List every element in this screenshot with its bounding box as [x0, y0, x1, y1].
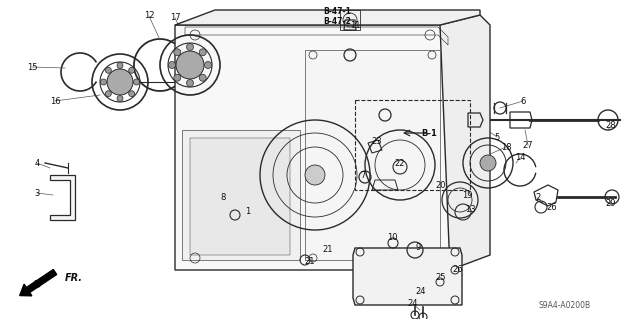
Circle shape	[199, 49, 206, 56]
Text: 4: 4	[35, 159, 40, 167]
Text: B-47-1: B-47-1	[323, 6, 351, 16]
Text: B-47-2: B-47-2	[323, 18, 351, 26]
Circle shape	[106, 67, 111, 73]
Text: 27: 27	[523, 140, 533, 150]
Polygon shape	[190, 138, 290, 255]
Circle shape	[186, 43, 193, 50]
Circle shape	[168, 62, 175, 69]
Text: 13: 13	[465, 204, 476, 213]
Circle shape	[199, 74, 206, 81]
Text: 21: 21	[305, 256, 316, 265]
Text: 8: 8	[220, 192, 226, 202]
Text: 28: 28	[605, 122, 616, 130]
Text: FR.: FR.	[65, 273, 83, 283]
FancyArrow shape	[20, 270, 57, 296]
Text: 14: 14	[515, 153, 525, 162]
Text: 23: 23	[372, 137, 382, 146]
Text: 15: 15	[27, 63, 37, 71]
Circle shape	[174, 74, 180, 81]
Text: 12: 12	[144, 11, 154, 20]
Text: 24: 24	[416, 287, 426, 296]
Polygon shape	[175, 10, 480, 25]
Circle shape	[117, 95, 123, 101]
Text: 16: 16	[50, 97, 60, 106]
Text: 19: 19	[461, 190, 472, 199]
Text: B-1: B-1	[421, 129, 437, 137]
Circle shape	[480, 155, 496, 171]
Text: 25: 25	[436, 273, 446, 283]
Polygon shape	[175, 25, 450, 270]
Circle shape	[129, 67, 134, 73]
Polygon shape	[182, 130, 300, 260]
Circle shape	[205, 62, 211, 69]
Circle shape	[107, 69, 133, 95]
Text: 26: 26	[547, 203, 557, 211]
Text: 17: 17	[170, 13, 180, 23]
Bar	[355, 100, 470, 190]
Text: 11: 11	[349, 20, 360, 29]
Text: 20: 20	[436, 182, 446, 190]
Polygon shape	[50, 175, 75, 220]
Text: 6: 6	[520, 97, 525, 106]
Text: 10: 10	[387, 233, 397, 241]
Circle shape	[176, 51, 204, 79]
Text: 3: 3	[35, 189, 40, 197]
Circle shape	[174, 49, 180, 56]
Text: 2: 2	[536, 194, 541, 203]
Circle shape	[186, 79, 193, 86]
Text: 24: 24	[408, 300, 419, 308]
Circle shape	[117, 63, 123, 69]
Text: 29: 29	[605, 198, 616, 207]
Text: 21: 21	[323, 244, 333, 254]
Text: 1: 1	[245, 206, 251, 216]
Text: 9: 9	[415, 243, 420, 253]
Polygon shape	[353, 248, 462, 305]
Circle shape	[305, 165, 325, 185]
Circle shape	[134, 79, 140, 85]
Polygon shape	[305, 50, 440, 260]
Text: 26: 26	[452, 265, 463, 275]
Polygon shape	[440, 15, 490, 270]
Text: 18: 18	[500, 143, 511, 152]
Text: 7: 7	[360, 170, 365, 180]
Text: 22: 22	[395, 159, 405, 167]
Circle shape	[100, 79, 106, 85]
Text: S9A4-A0200B: S9A4-A0200B	[539, 300, 591, 309]
Circle shape	[129, 91, 134, 97]
Text: 5: 5	[494, 132, 500, 142]
Circle shape	[106, 91, 111, 97]
